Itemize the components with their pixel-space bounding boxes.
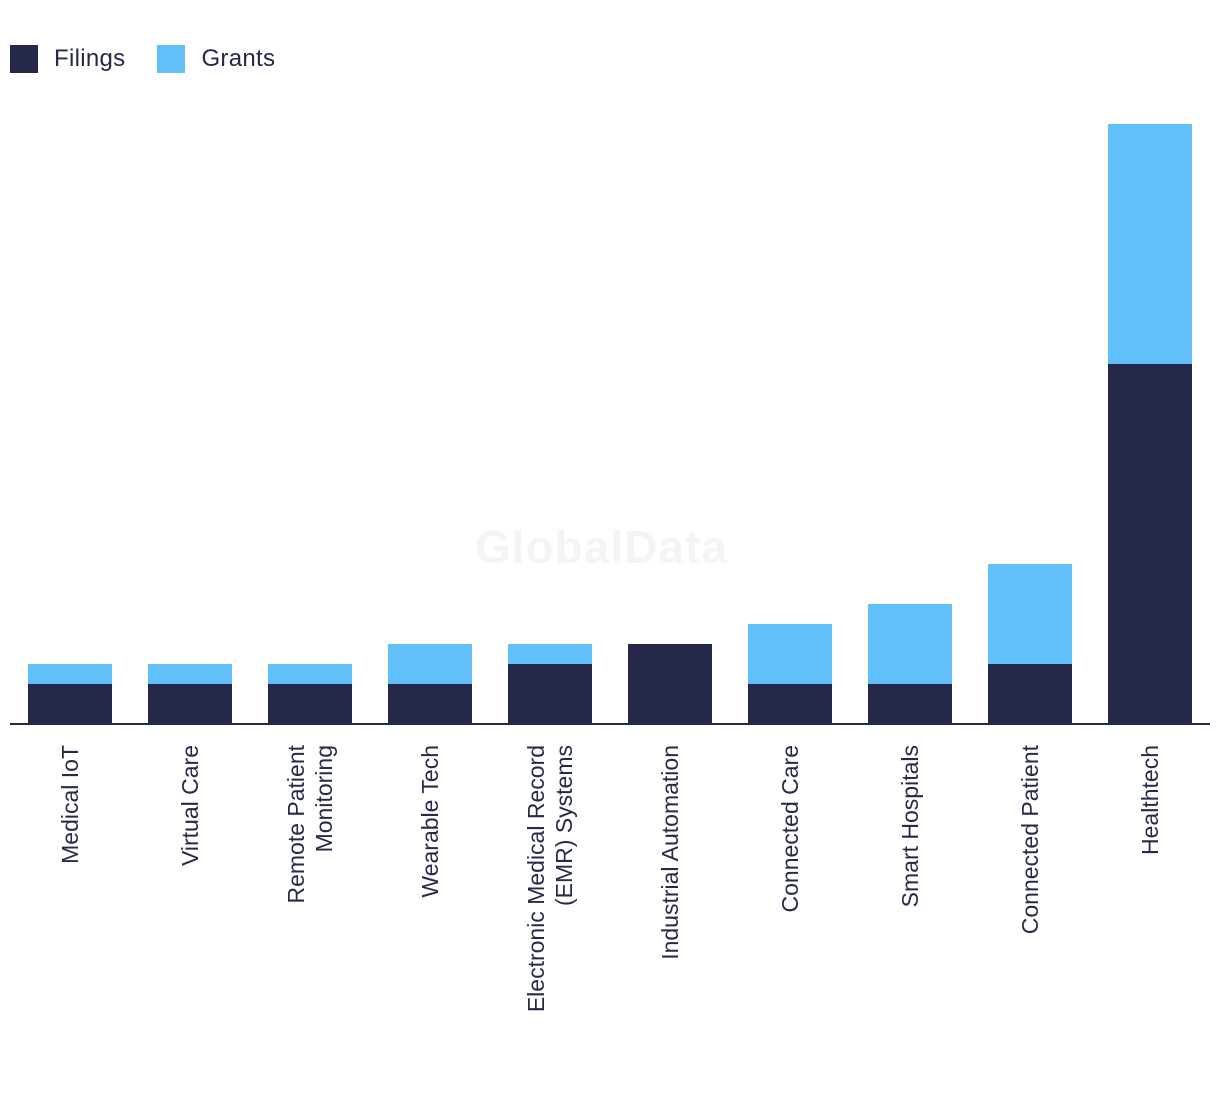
x-tick-label-line-6-0: Connected Care — [777, 745, 803, 913]
bar-grants-3 — [388, 644, 472, 684]
x-tick-label-9: Healthtech — [1137, 745, 1163, 855]
x-tick-label-line-2-0: Remote Patient — [283, 744, 309, 903]
bar-filings-7 — [868, 684, 952, 724]
legend: Filings Grants — [10, 44, 307, 74]
legend-label-filings: Filings — [54, 45, 126, 72]
bar-grants-9 — [1108, 124, 1192, 364]
bar-grants-6 — [748, 624, 832, 684]
x-tick-label-0: Medical IoT — [57, 745, 83, 864]
bar-grants-2 — [268, 664, 352, 684]
x-tick-label-line-9-0: Healthtech — [1137, 745, 1163, 855]
x-tick-label-line-2-1: Monitoring — [311, 745, 337, 852]
legend-label-grants: Grants — [201, 45, 276, 72]
bar-filings-8 — [988, 664, 1072, 724]
legend-item-filings: Filings — [10, 45, 125, 73]
x-tick-label-line-3-0: Wearable Tech — [417, 745, 443, 898]
x-tick-label-line-1-0: Virtual Care — [177, 745, 203, 866]
x-tick-label-4: Electronic Medical Record(EMR) Systems — [523, 745, 577, 1012]
x-tick-label-line-8-0: Connected Patient — [1017, 744, 1043, 934]
x-tick-label-5: Industrial Automation — [657, 745, 683, 960]
x-tick-label-6: Connected Care — [777, 745, 803, 913]
bar-filings-9 — [1108, 364, 1192, 724]
x-tick-label-line-7-0: Smart Hospitals — [897, 745, 923, 907]
watermark: GlobalData — [475, 521, 728, 573]
x-tick-label-line-0-0: Medical IoT — [57, 745, 83, 864]
bar-filings-5 — [628, 644, 712, 724]
bar-grants-8 — [988, 564, 1072, 664]
x-tick-label-3: Wearable Tech — [417, 745, 443, 898]
bar-grants-1 — [148, 664, 232, 684]
x-tick-label-line-4-1: (EMR) Systems — [551, 745, 577, 906]
x-tick-label-7: Smart Hospitals — [897, 745, 923, 907]
x-tick-label-line-5-0: Industrial Automation — [657, 745, 683, 960]
x-tick-label-1: Virtual Care — [177, 745, 203, 866]
bar-filings-4 — [508, 664, 592, 724]
bar-filings-0 — [28, 684, 112, 724]
legend-swatch-grants — [157, 45, 186, 73]
bar-filings-6 — [748, 684, 832, 724]
legend-swatch-filings — [10, 45, 38, 73]
legend-item-grants: Grants — [157, 45, 275, 73]
bar-grants-4 — [508, 644, 592, 664]
bar-filings-1 — [148, 684, 232, 724]
bar-filings-2 — [268, 684, 352, 724]
x-tick-label-line-4-0: Electronic Medical Record — [523, 745, 549, 1012]
bar-grants-0 — [28, 664, 112, 684]
x-tick-label-8: Connected Patient — [1017, 744, 1043, 934]
x-tick-label-2: Remote PatientMonitoring — [283, 744, 337, 903]
bar-filings-3 — [388, 684, 472, 724]
bar-grants-7 — [868, 604, 952, 684]
